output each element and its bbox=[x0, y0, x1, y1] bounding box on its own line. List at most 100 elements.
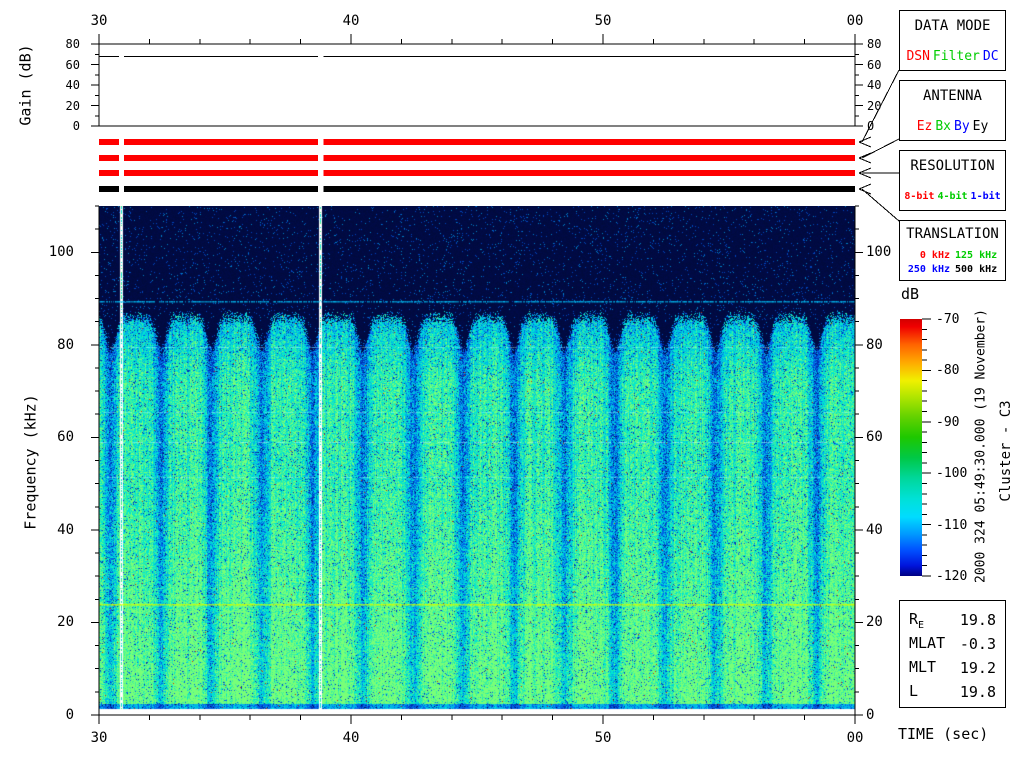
ephemeris-box: RE 19.8 MLAT -0.3 MLT 19.2 L 19.8 bbox=[899, 600, 1006, 708]
tick-label: 40 bbox=[866, 521, 883, 538]
axis-line bbox=[858, 167, 872, 174]
tick-label: 80 bbox=[57, 336, 74, 353]
gain-axis-label: Gain (dB) bbox=[16, 44, 35, 126]
plot-shape bbox=[323, 155, 855, 161]
axis-line bbox=[861, 188, 900, 222]
tick-label: 20 bbox=[866, 614, 883, 631]
ephemeris-row: MLT 19.2 bbox=[909, 656, 996, 680]
ephemeris-label: MLAT bbox=[909, 633, 946, 652]
tick-label: 30 bbox=[90, 730, 108, 746]
ephemeris-label: MLT bbox=[909, 657, 937, 676]
legend-box-data-mode: DATA MODE DSN Filter DC bbox=[899, 10, 1006, 71]
spacecraft-annotation: Cluster - C3 bbox=[998, 400, 1014, 502]
tick-label: -70 bbox=[936, 312, 960, 327]
ephemeris-label: L bbox=[909, 681, 919, 700]
tick-label: -120 bbox=[936, 569, 968, 584]
tick-label: 100 bbox=[48, 244, 74, 261]
legend-item: DSN bbox=[906, 49, 930, 64]
legend-box-translation: TRANSLATION 0 kHz 125 kHz 250 kHz 500 kH… bbox=[899, 220, 1006, 281]
tick-label: 20 bbox=[57, 614, 74, 631]
legend-item: 500 kHz bbox=[955, 264, 998, 275]
plot-shape bbox=[124, 139, 319, 145]
tick-label: 40 bbox=[57, 521, 74, 538]
tick-label: 40 bbox=[342, 13, 360, 29]
tick-label: -100 bbox=[936, 466, 968, 482]
tick-label: 60 bbox=[867, 57, 882, 72]
tick-label: 40 bbox=[342, 730, 360, 746]
axis-line bbox=[858, 188, 872, 195]
plot-shape bbox=[99, 139, 120, 145]
legend-item: Bx bbox=[935, 119, 951, 134]
colorbar-gradient bbox=[900, 319, 922, 576]
tick-label: 20 bbox=[867, 98, 882, 113]
plot-shape bbox=[124, 170, 319, 176]
tick-label: 80 bbox=[866, 336, 883, 353]
legend-title: DATA MODE bbox=[914, 18, 991, 34]
tick-label: 20 bbox=[65, 98, 80, 113]
tick-label: 0 bbox=[72, 119, 80, 133]
plot-shape bbox=[323, 170, 855, 176]
legend-item: Ey bbox=[972, 119, 989, 134]
legend-item: By bbox=[954, 119, 970, 134]
legend-item: 8-bit bbox=[904, 191, 935, 202]
plot-shape bbox=[124, 186, 319, 192]
legend-items: 8-bit 4-bit 1-bit bbox=[900, 191, 1005, 202]
axis-line bbox=[861, 138, 900, 159]
tick-label: 50 bbox=[594, 730, 612, 746]
tick-label: 40 bbox=[65, 78, 80, 92]
plot-shape bbox=[99, 155, 120, 161]
legend-title: ANTENNA bbox=[922, 88, 982, 104]
legend-item: 0 kHz bbox=[919, 250, 950, 261]
legend-items: 0 kHz 125 kHz 250 kHz 500 kHz bbox=[900, 249, 1005, 276]
tick-label: 60 bbox=[65, 57, 80, 72]
tick-label: 00 bbox=[846, 730, 864, 746]
tick-label: 60 bbox=[866, 429, 883, 446]
legend-items: DSN Filter DC bbox=[900, 49, 1005, 64]
axis-line bbox=[858, 136, 872, 143]
plot-shape bbox=[323, 139, 855, 145]
legend-item: 250 kHz bbox=[907, 264, 950, 275]
tick-label: -80 bbox=[936, 363, 960, 379]
plot-shape bbox=[124, 155, 319, 161]
legend-item: Ez bbox=[916, 119, 933, 134]
tick-label: 0 bbox=[867, 119, 875, 133]
legend-title: TRANSLATION bbox=[906, 226, 999, 242]
ephemeris-label: RE bbox=[909, 609, 925, 631]
tick-label: 0 bbox=[866, 707, 875, 723]
colorbar-units-label: dB bbox=[901, 285, 920, 303]
legend-item: 4-bit bbox=[937, 191, 968, 202]
axis-line bbox=[858, 172, 872, 179]
frequency-axis-label: Frequency (kHz) bbox=[21, 394, 40, 530]
plot-shape bbox=[99, 186, 120, 192]
ephemeris-value: 19.2 bbox=[959, 659, 996, 677]
tick-label: 100 bbox=[866, 244, 892, 261]
tick-label: 00 bbox=[846, 13, 864, 29]
legend-title: RESOLUTION bbox=[910, 158, 995, 174]
spectrogram-canvas bbox=[99, 206, 855, 715]
legend-item: 1-bit bbox=[970, 191, 1001, 202]
ephemeris-value: 19.8 bbox=[959, 611, 996, 629]
plot-shape bbox=[98, 43, 856, 127]
axis-line bbox=[858, 152, 872, 159]
tick-label: 80 bbox=[867, 37, 882, 51]
legend-box-antenna: ANTENNA Ez Bx By Ey bbox=[899, 80, 1006, 141]
ephemeris-row: MLAT -0.3 bbox=[909, 632, 996, 656]
axis-line bbox=[858, 157, 872, 164]
timestamp-annotation: 2000 324 05:49:30.000 (19 November) bbox=[973, 309, 989, 583]
legend-box-resolution: RESOLUTION 8-bit 4-bit 1-bit bbox=[899, 150, 1006, 211]
legend-item: DC bbox=[982, 49, 999, 64]
tick-label: 40 bbox=[867, 78, 882, 92]
legend-item: Filter bbox=[932, 49, 980, 64]
tick-label: 50 bbox=[594, 13, 612, 29]
ephemeris-row: L 19.8 bbox=[909, 680, 996, 704]
tick-label: -90 bbox=[936, 414, 960, 430]
ephemeris-value: 19.8 bbox=[959, 683, 996, 701]
plot-shape bbox=[99, 170, 120, 176]
ephemeris-value: -0.3 bbox=[959, 635, 996, 653]
tick-label: 0 bbox=[65, 707, 74, 723]
tick-label: 30 bbox=[90, 13, 108, 29]
tick-label: -110 bbox=[936, 517, 968, 533]
legend-item: 125 kHz bbox=[955, 250, 998, 261]
axis-line bbox=[858, 183, 872, 190]
